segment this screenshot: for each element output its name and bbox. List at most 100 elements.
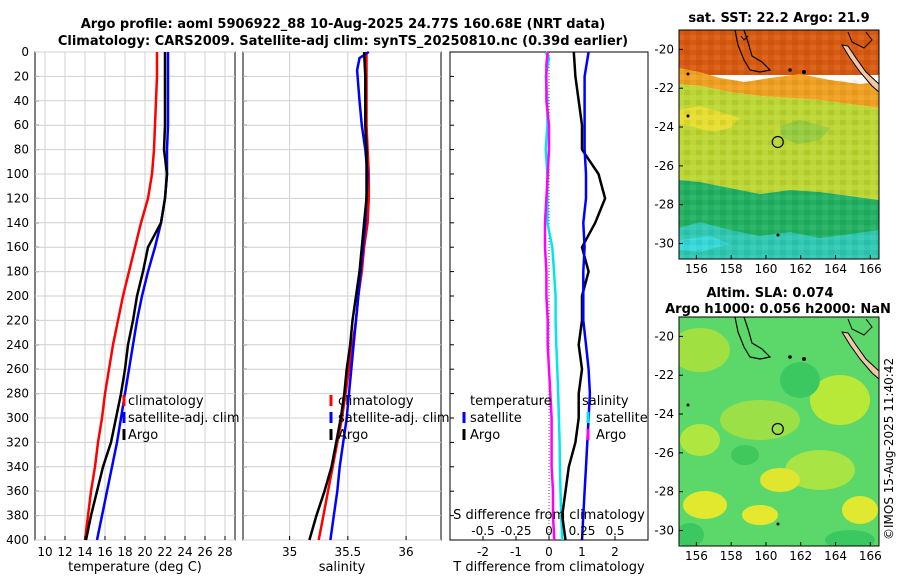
sst-island [802,70,806,74]
sst-reef [847,31,873,49]
legend-salinity-heading: salinity [582,394,629,409]
map-y-tick-label: -20 [654,329,674,343]
map-y-tick-label: -24 [654,407,674,421]
x-tick-label: 35 [282,545,297,559]
depth-tick-label: 140 [6,216,29,230]
series-salinity-argo [580,51,592,541]
salinity-legend: climatology satellite-adj. clim Argo [329,394,450,443]
sla-blob-yellow [760,468,800,492]
salinity-xlabel: salinity [319,560,366,575]
series-argo [84,52,169,541]
depth-tick-label: 300 [6,411,29,425]
depth-tick-label: 320 [6,435,29,449]
depth-tick-label: 260 [6,362,29,376]
x-tick-label: 36 [398,545,413,559]
x-tick-label: 12 [57,545,72,559]
depth-tick-label: 0 [21,45,29,59]
s-tick-label: -0.25 [500,524,531,538]
depth-tick-label: 360 [6,484,29,498]
depth-tick-label: 400 [6,533,29,547]
map-x-tick-label: 156 [685,549,708,563]
depth-axis-ticks: 0 20 40 60 80 100 120 140 160 180 200 220 240 260 280 3… [6,45,454,547]
temperature-grid [35,51,235,541]
legend-argo: Argo [128,428,158,443]
map-y-tick-label: -24 [654,120,674,134]
x-tick-label: 28 [217,545,232,559]
sla-island [788,355,792,359]
sla-island [776,522,780,526]
sla-blob-dark [679,523,704,546]
x-tick-label: 16 [97,545,112,559]
depth-tick-label: 240 [6,338,29,352]
sla-blob [785,450,855,490]
sst-reef [740,35,749,41]
s-tick-label: 0.5 [605,524,624,538]
legend-t-satellite: satellite [470,411,522,426]
depth-tick-label: 380 [6,509,29,523]
map-y-tick-label: -28 [654,198,674,212]
s-tick-label: 0.25 [569,524,596,538]
map-y-tick-label: -20 [654,42,674,56]
x-tick-label: 35.5 [334,545,361,559]
map-x-tick-label: 158 [720,262,743,276]
sla-reef [847,318,873,336]
title-line-1: Argo profile: aoml 5906922_88 10-Aug-202… [81,17,606,32]
sst-island [686,114,690,118]
map-x-tick-label: 160 [755,549,778,563]
legend-s-satellite: satellite [596,411,648,426]
map-x-tick-label: 162 [789,262,812,276]
map-y-tick-label: -30 [654,236,674,250]
depth-tick-label: 280 [6,387,29,401]
map-x-tick-label: 156 [685,262,708,276]
depth-tick-label: 220 [6,313,29,327]
x-tick-label: 14 [77,545,92,559]
map-x-tick-label: 158 [720,549,743,563]
map-y-tick-label: -26 [654,446,674,460]
s-difference-ticks: -0.5 -0.25 0 0.25 0.5 [471,524,624,538]
sla-blob-yellow [742,505,778,525]
legend-satellite-adj: satellite-adj. clim [338,411,450,426]
s-tick-label: -0.5 [471,524,494,538]
depth-tick-label: 80 [14,143,29,157]
legend-climatology: climatology [128,394,204,409]
legend-satellite-adj: satellite-adj. clim [128,411,240,426]
sla-blob [720,400,800,440]
series-climatology [83,52,159,541]
imos-timestamp: ©IMOS 15-Aug-2025 11:40:42 [882,358,896,540]
sst-map-ticks: 156 158 160 162 164 166 -20 -22 -24 -26 -28 -30 [654,42,881,276]
temperature-legend: climatology satellite-adj. clim Argo [122,394,240,443]
s-difference-xlabel: S difference from climatology [453,508,645,523]
map-y-tick-label: -26 [654,159,674,173]
depth-tick-label: 100 [6,167,29,181]
profile-curves [83,50,607,541]
sla-blob [810,375,870,425]
x-tick-label: 26 [197,545,212,559]
sla-blob-dark [825,530,875,546]
sst-island [788,68,792,72]
x-tick-label: 22 [157,545,172,559]
sla-land [840,331,879,380]
legend-s-argo: Argo [596,428,626,443]
depth-tick-label: 160 [6,240,29,254]
series-satellite-adj-clim [329,50,370,541]
x-tick-label: 2 [611,545,619,559]
sla-blob-yellow [842,496,878,524]
x-tick-label: 24 [177,545,192,559]
x-tick-label: 0 [545,545,553,559]
depth-tick-label: 20 [14,69,29,83]
series-salinity-satellite [543,51,556,541]
sla-blob-dark [780,362,820,398]
salinity-grid [243,51,441,541]
legend-temperature-heading: temperature [470,394,552,409]
sst-island [776,233,780,237]
sst-map [679,30,879,259]
sst-land [840,44,879,93]
map-y-tick-label: -30 [654,523,674,537]
s-tick-label: 0 [545,524,553,538]
sst-island [686,72,690,76]
x-tick-label: -2 [477,545,489,559]
map-y-tick-label: -22 [654,81,674,95]
depth-tick-label: 180 [6,265,29,279]
t-difference-xlabel: T difference from climatology [452,560,645,575]
